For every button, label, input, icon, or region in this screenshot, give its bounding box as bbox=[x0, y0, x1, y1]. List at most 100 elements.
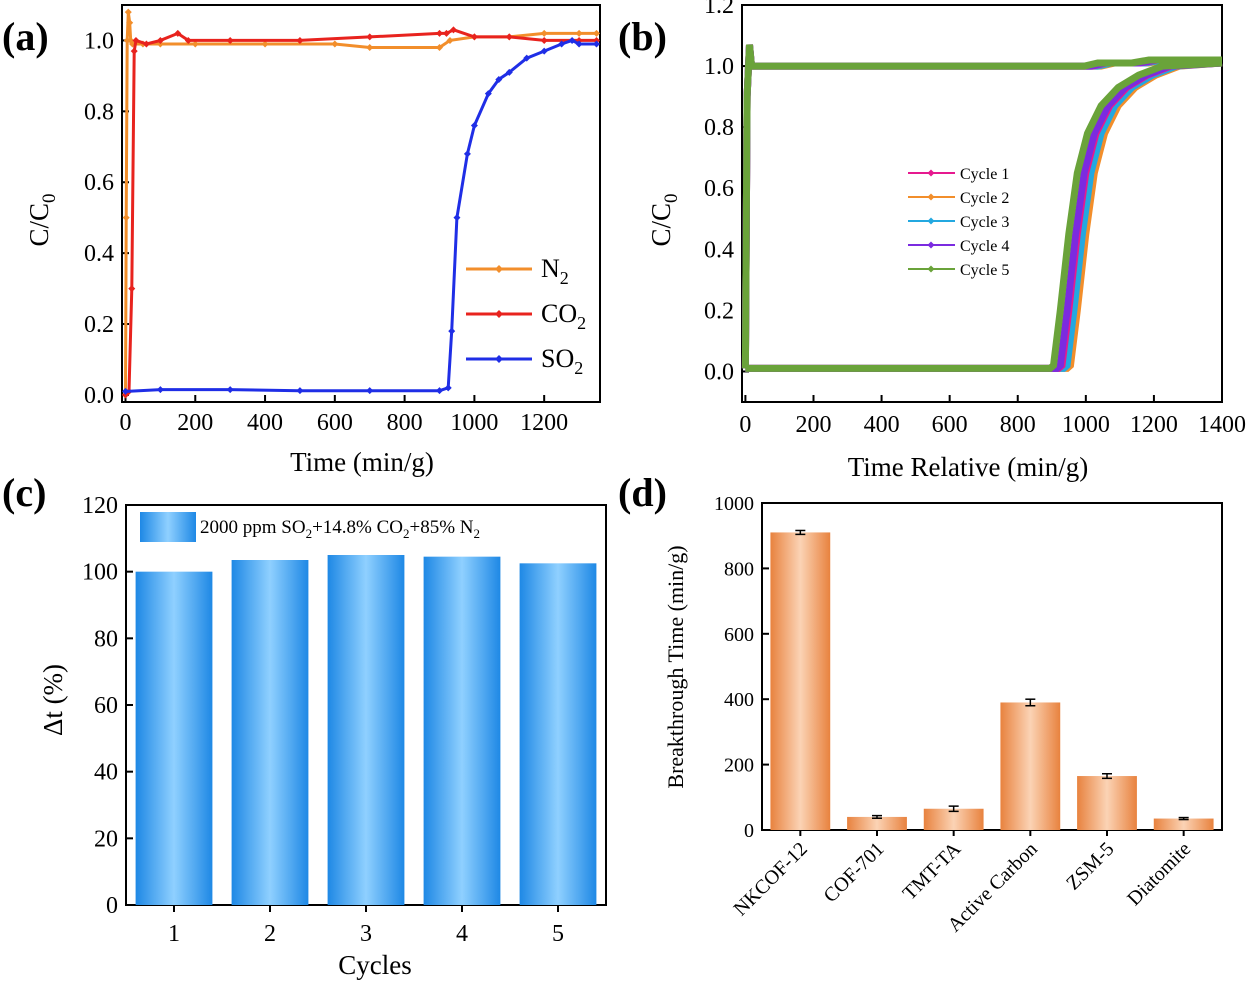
data-point-so2 bbox=[156, 386, 164, 394]
data-point-so2 bbox=[593, 40, 601, 48]
panel-a-x-tick-label: 800 bbox=[387, 410, 423, 436]
panel-b-x-tick-label: 600 bbox=[932, 412, 968, 438]
panel-c-legend: 2000 ppm SO2+14.8% CO2+85% N2 bbox=[140, 512, 480, 542]
panel-a-frame bbox=[121, 4, 601, 403]
data-point-co2 bbox=[130, 47, 138, 55]
panel-d-y-tick-label: 400 bbox=[724, 689, 754, 711]
panel-a-x-tick-label: 600 bbox=[317, 410, 353, 436]
series-line-n2 bbox=[124, 11, 597, 395]
panel-a-letter: (a) bbox=[2, 14, 49, 59]
legend-label-co2: CO2 bbox=[541, 299, 586, 333]
panel-b-frame bbox=[741, 4, 1223, 403]
data-point-co2 bbox=[449, 26, 457, 34]
panel-c-x-tick-label: 4 bbox=[456, 921, 468, 947]
panel-a: (a) 0 200 400 600 800 1000 1200 0.0 0.2 0.4 0.6 0.8… bbox=[2, 4, 601, 477]
bar-tmt-ta bbox=[923, 808, 984, 830]
panel-d-frame bbox=[761, 502, 1223, 831]
data-point-co2 bbox=[470, 33, 478, 41]
data-point-co2 bbox=[366, 33, 374, 41]
panel-d-x-tick-label: Diatomite bbox=[1123, 838, 1195, 910]
data-point-n2 bbox=[126, 19, 134, 27]
legend-marker-cycle-1 bbox=[927, 169, 935, 177]
panel-b-x-tick-label: 200 bbox=[795, 412, 831, 438]
data-point-n2 bbox=[191, 40, 199, 48]
panel-d-y-axis-label: Breakthrough Time (min/g) bbox=[663, 545, 688, 788]
legend-marker-cycle-2 bbox=[927, 193, 935, 201]
panel-c-y-tick-label: 20 bbox=[94, 826, 118, 852]
panel-a-y-tick-label: 0.8 bbox=[84, 99, 114, 125]
panel-b-x-tick-label: 1400 bbox=[1198, 412, 1246, 438]
data-point-co2 bbox=[184, 36, 192, 44]
data-point-so2 bbox=[575, 40, 583, 48]
data-point-co2 bbox=[156, 36, 164, 44]
panel-b-plot-area: 0 200 400 600 800 1000 1200 1400 0.0 0.2 0.4 0.6 0.8… bbox=[704, 0, 1246, 438]
bar-cof-701 bbox=[847, 816, 907, 830]
panel-b-y-tick-label: 0.8 bbox=[704, 115, 734, 141]
bar-cycle-1 bbox=[135, 571, 213, 905]
bar-diatomite bbox=[1153, 818, 1214, 830]
data-point-co2 bbox=[593, 36, 601, 44]
data-point-so2 bbox=[568, 36, 576, 44]
data-point-so2 bbox=[558, 40, 566, 48]
data-point-co2 bbox=[174, 29, 182, 37]
data-point-co2 bbox=[296, 36, 304, 44]
panel-d-letter: (d) bbox=[618, 470, 667, 515]
data-point-co2 bbox=[540, 36, 548, 44]
series-line-co2 bbox=[124, 28, 597, 396]
bar-cycle-5 bbox=[519, 563, 597, 905]
data-point-so2 bbox=[470, 122, 478, 130]
data-point-n2 bbox=[575, 29, 583, 37]
series-line-breakthrough-cycle-5 bbox=[745, 59, 1223, 372]
data-point-co2 bbox=[226, 36, 234, 44]
panel-c-y-tick-label: 0 bbox=[106, 893, 118, 919]
data-point-co2 bbox=[121, 391, 129, 399]
panel-d-y-tick-label: 800 bbox=[724, 558, 754, 580]
data-point-n2 bbox=[331, 40, 339, 48]
panel-a-y-tick-label: 0.4 bbox=[84, 241, 114, 267]
panel-c-y-tick-label: 120 bbox=[82, 493, 118, 519]
legend-label-gas-mixture: 2000 ppm SO2+14.8% CO2+85% N2 bbox=[200, 517, 480, 541]
panel-d-y-tick-label: 200 bbox=[724, 755, 754, 777]
data-point-n2 bbox=[436, 44, 444, 52]
data-point-co2 bbox=[436, 29, 444, 37]
data-point-co2 bbox=[128, 285, 136, 293]
data-point-so2 bbox=[484, 90, 492, 98]
panel-c-y-tick-label: 80 bbox=[94, 626, 118, 652]
panel-b-x-tick-label: 0 bbox=[739, 412, 751, 438]
data-point-co2 bbox=[505, 33, 513, 41]
panel-a-x-tick-label: 1200 bbox=[520, 410, 568, 436]
panel-a-legend: N2 CO2 SO2 bbox=[541, 254, 586, 378]
bar-cycle-4 bbox=[423, 556, 501, 905]
panel-a-x-axis-label: Time (min/g) bbox=[290, 447, 434, 477]
data-point-n2 bbox=[540, 29, 548, 37]
data-point-co2 bbox=[442, 29, 450, 37]
panel-c-x-tick-label: 3 bbox=[360, 921, 372, 947]
data-point-so2 bbox=[436, 387, 444, 395]
panel-b: (b) 0 200 400 600 800 1000 1200 1400 0.0 0.2 0.4 0.… bbox=[618, 0, 1246, 482]
legend-marker-cycle-5 bbox=[927, 265, 935, 273]
panel-c-y-tick-label: 60 bbox=[94, 693, 118, 719]
panel-a-y-axis-label: C/C0 bbox=[24, 193, 60, 246]
legend-label-cycle-2: Cycle 2 bbox=[960, 190, 1009, 207]
panel-b-x-tick-label: 1200 bbox=[1130, 412, 1178, 438]
panel-c-x-tick-label: 1 bbox=[168, 921, 180, 947]
legend-label-n2: N2 bbox=[541, 254, 569, 288]
panel-b-legend: Cycle 1 Cycle 2 Cycle 3 Cycle 4 Cycle 5 bbox=[960, 166, 1009, 279]
panel-d-y-tick-label: 1000 bbox=[714, 493, 754, 515]
data-point-n2 bbox=[366, 44, 374, 52]
panel-a-x-tick-label: 0 bbox=[119, 410, 131, 436]
data-point-so2 bbox=[121, 387, 129, 395]
panel-c-x-axis-label: Cycles bbox=[338, 950, 412, 980]
legend-label-cycle-1: Cycle 1 bbox=[960, 166, 1009, 183]
data-point-so2 bbox=[540, 47, 548, 55]
data-point-so2 bbox=[495, 75, 503, 83]
panel-b-y-axis-label: C/C0 bbox=[646, 193, 682, 246]
data-point-co2 bbox=[142, 40, 150, 48]
data-point-co2 bbox=[132, 36, 140, 44]
panel-b-y-tick-label: 0.0 bbox=[704, 359, 734, 385]
panel-b-y-tick-label: 0.4 bbox=[704, 237, 734, 263]
panel-c-letter: (c) bbox=[2, 470, 46, 515]
panel-a-x-tick-label: 400 bbox=[247, 410, 283, 436]
panel-d: (d) 0 200 400 600 800 1000 NKCOF-12 COF-701 TMT-… bbox=[618, 470, 1223, 936]
panel-a-plot-area: 0 200 400 600 800 1000 1200 0.0 0.2 0.4 0.6 0.8 1.0 bbox=[84, 4, 601, 436]
